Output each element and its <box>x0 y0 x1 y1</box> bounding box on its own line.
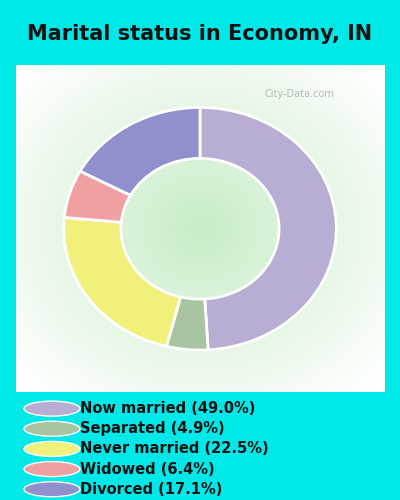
Text: Widowed (6.4%): Widowed (6.4%) <box>80 462 215 476</box>
Circle shape <box>24 482 80 497</box>
Text: City-Data.com: City-Data.com <box>264 90 334 100</box>
Wedge shape <box>80 108 200 196</box>
Text: Now married (49.0%): Now married (49.0%) <box>80 401 255 416</box>
Wedge shape <box>64 218 180 346</box>
Wedge shape <box>166 297 208 350</box>
Circle shape <box>24 442 80 456</box>
Text: Never married (22.5%): Never married (22.5%) <box>80 442 269 456</box>
Wedge shape <box>200 108 336 350</box>
Wedge shape <box>64 171 130 222</box>
Circle shape <box>24 462 80 476</box>
Text: Marital status in Economy, IN: Marital status in Economy, IN <box>28 24 372 44</box>
Circle shape <box>24 422 80 436</box>
Text: Separated (4.9%): Separated (4.9%) <box>80 422 225 436</box>
Circle shape <box>24 401 80 416</box>
Text: Divorced (17.1%): Divorced (17.1%) <box>80 482 222 497</box>
